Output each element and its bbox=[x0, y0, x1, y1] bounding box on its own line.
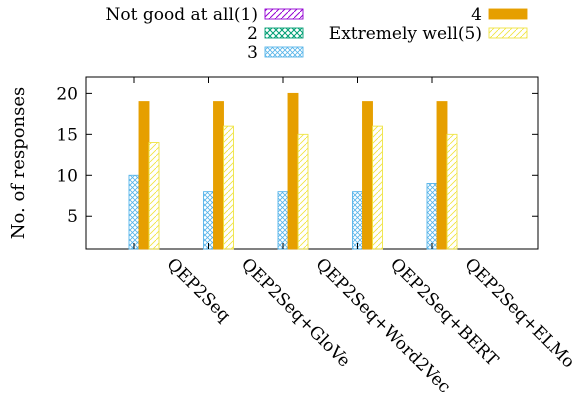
legend-swatch-0 bbox=[264, 8, 304, 20]
plot-frame bbox=[85, 76, 539, 250]
x-tick-label: QEP2Seq+Word2Vec bbox=[311, 254, 454, 397]
bar-2-3 bbox=[352, 191, 363, 250]
bar-2-4 bbox=[426, 183, 438, 250]
bar-3-4 bbox=[436, 101, 448, 250]
bars bbox=[128, 77, 458, 250]
legend-label-2: 3 bbox=[247, 43, 258, 63]
legend-label-0: Not good at all(1) bbox=[106, 5, 258, 25]
x-axis: QEP2Seq QEP2Seq+GloVeQEP2Seq+Word2VecQEP2… bbox=[162, 254, 578, 397]
x-tick-label: QEP2Seq bbox=[162, 254, 234, 326]
legend-label-3: 4 bbox=[471, 5, 482, 25]
legend-swatch-2 bbox=[264, 46, 304, 58]
legend-label-1: 2 bbox=[247, 24, 258, 44]
legend-label-4: Extremely well(5) bbox=[329, 24, 482, 44]
y-axis: 5 10 15 20 bbox=[56, 84, 538, 227]
bar-4-1 bbox=[223, 125, 234, 250]
bar-3-2 bbox=[287, 92, 299, 250]
legend-swatch-1 bbox=[264, 27, 304, 39]
bar-2-1 bbox=[203, 191, 214, 250]
legend-swatch-3 bbox=[488, 8, 528, 20]
legend-swatch-4 bbox=[488, 27, 528, 39]
y-tick-label: 15 bbox=[56, 125, 78, 145]
bar-3-3 bbox=[362, 101, 373, 250]
y-tick-label: 5 bbox=[67, 207, 78, 227]
y-axis-label: No. of responses bbox=[8, 87, 29, 240]
bar-4-0 bbox=[148, 142, 160, 250]
bar-3-0 bbox=[138, 101, 150, 250]
bar-4-2 bbox=[297, 133, 309, 250]
y-tick-label: 10 bbox=[56, 166, 78, 186]
bar-4-4 bbox=[446, 133, 458, 250]
bar-4-3 bbox=[372, 125, 383, 250]
bar-2-2 bbox=[277, 191, 289, 250]
bar-2-0 bbox=[128, 174, 140, 250]
y-tick-label: 20 bbox=[56, 84, 78, 104]
bar-3-1 bbox=[213, 101, 224, 250]
